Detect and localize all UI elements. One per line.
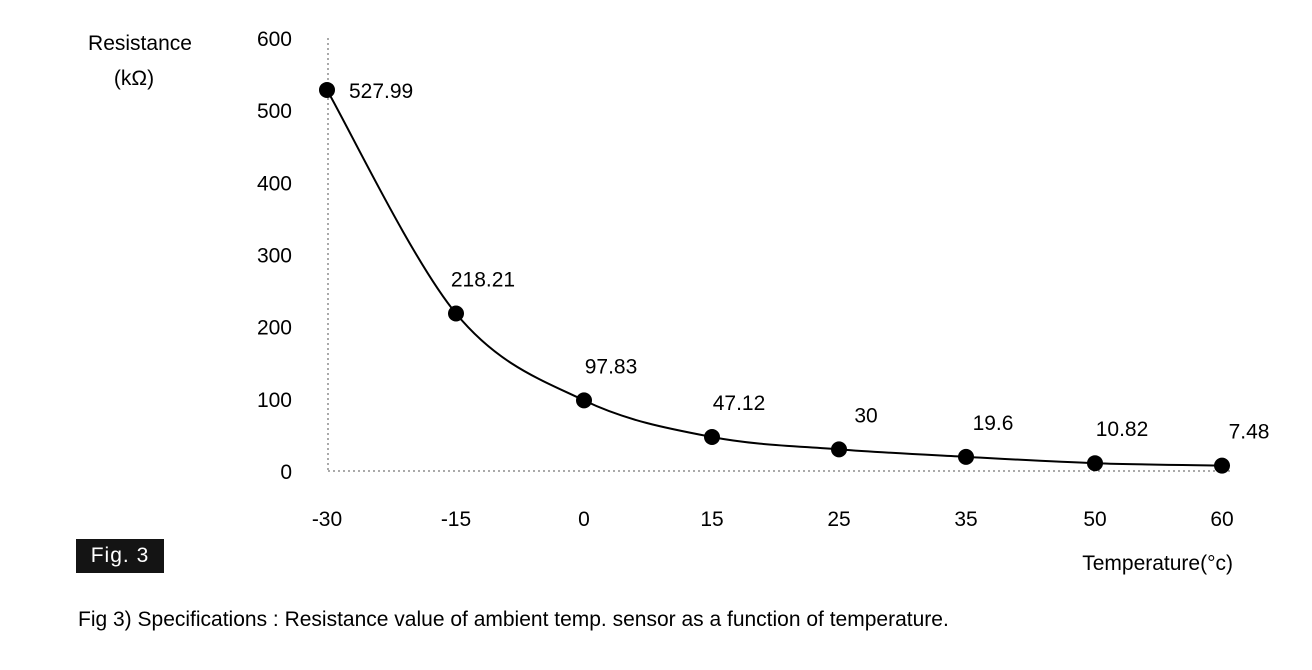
x-tick-label: -30 [312, 508, 342, 531]
x-tick-label: 50 [1083, 508, 1106, 531]
x-tick-label: -15 [441, 508, 471, 531]
data-point [319, 81, 335, 98]
data-point [576, 392, 592, 409]
y-tick-label: 200 [257, 317, 292, 340]
y-axis-title-line1: Resistance [88, 32, 192, 55]
data-point [831, 441, 847, 458]
figure-badge: Fig. 3 [76, 539, 164, 573]
y-tick-label: 400 [257, 172, 292, 195]
data-label: 218.21 [451, 269, 515, 292]
figure-caption: Fig 3) Specifications : Resistance value… [78, 608, 949, 631]
x-tick-label: 15 [700, 508, 723, 531]
x-tick-label: 60 [1210, 508, 1233, 531]
data-label: 47.12 [713, 392, 766, 415]
y-tick-label: 500 [257, 100, 292, 123]
data-label: 97.83 [585, 355, 638, 378]
x-axis-ticks: -30 -15 0 15 25 35 50 60 [312, 508, 1234, 531]
data-label: 19.6 [973, 412, 1014, 435]
data-label: 30 [854, 404, 877, 427]
data-point [958, 448, 974, 465]
axes [327, 38, 1232, 472]
y-axis-title-line2: (kΩ) [114, 67, 154, 90]
y-axis-ticks: 0 100 200 300 400 500 600 [257, 28, 292, 484]
x-tick-label: 0 [578, 508, 590, 531]
data-point [704, 428, 720, 445]
series-line [326, 89, 1223, 467]
data-point [1214, 457, 1230, 474]
data-point [1087, 455, 1103, 472]
x-axis-title: Temperature(°c) [1082, 552, 1233, 575]
y-tick-label: 0 [280, 461, 292, 484]
y-tick-label: 100 [257, 389, 292, 412]
x-tick-label: 25 [827, 508, 850, 531]
data-label: 7.48 [1229, 421, 1270, 444]
y-tick-label: 600 [257, 28, 292, 51]
data-label: 527.99 [349, 80, 413, 103]
data-label: 10.82 [1096, 418, 1149, 441]
data-labels: 527.99 218.21 97.83 47.12 30 19.6 10.82 7.48 [349, 80, 1269, 444]
y-tick-label: 300 [257, 245, 292, 268]
x-tick-label: 35 [954, 508, 977, 531]
data-points [319, 81, 1230, 474]
data-point [448, 305, 464, 322]
